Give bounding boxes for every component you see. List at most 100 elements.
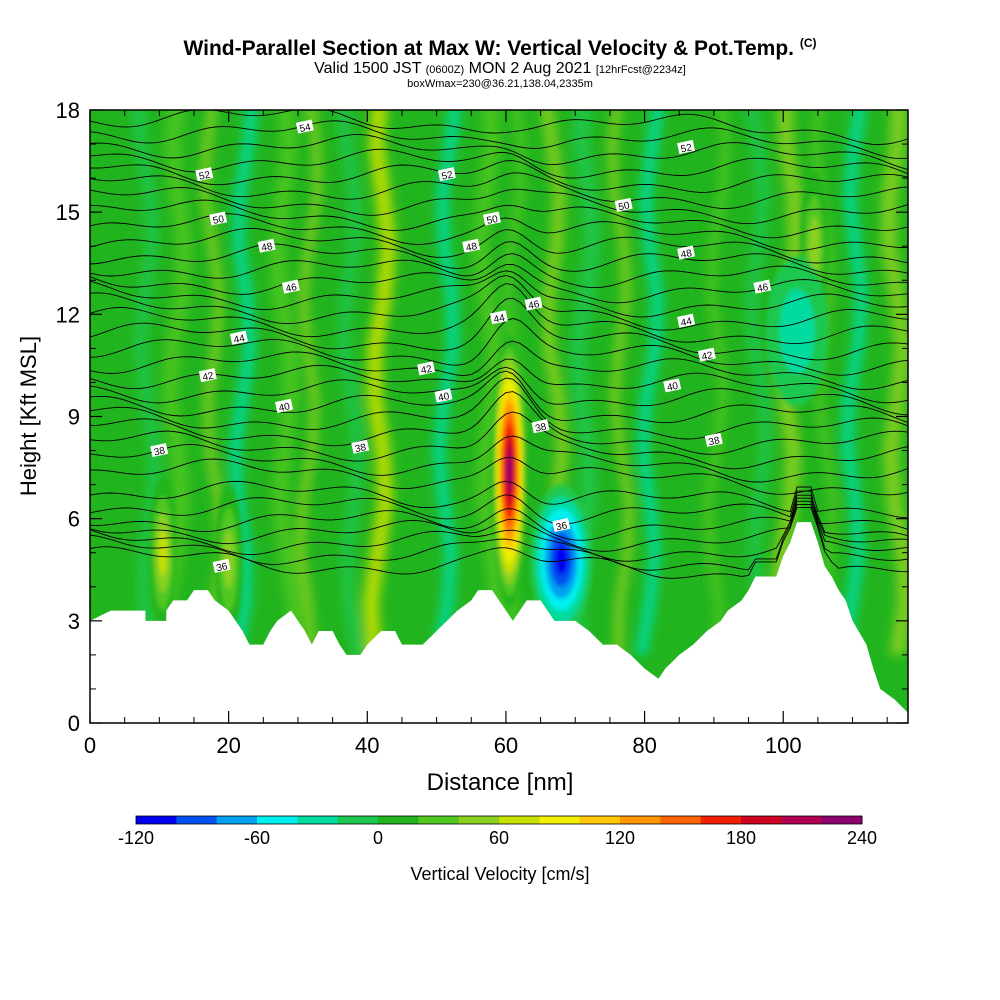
colorbar-bin: [257, 816, 298, 824]
contour-label-text: 44: [493, 313, 507, 326]
updraft-core-2: [214, 484, 243, 635]
theta-line-42: [90, 340, 908, 390]
contour-label: 48: [257, 238, 276, 254]
theta-line-46: [90, 270, 908, 318]
velocity-stripe: [540, 110, 571, 655]
colorbar-bin: [216, 816, 258, 824]
contour-label: 48: [462, 238, 481, 254]
theta-line-54: [90, 110, 908, 145]
downdraft-core-1: [779, 289, 815, 374]
velocity-stripe: [770, 110, 804, 655]
theta-line-40: [90, 370, 908, 424]
colorbar-bin: [620, 816, 661, 824]
updraft-core-0: [491, 334, 528, 608]
colorbar-tick-label: -60: [244, 828, 270, 848]
contour-label: 50: [614, 197, 633, 213]
theta-line-36: [90, 500, 908, 562]
contour-label-text: 46: [285, 282, 299, 295]
contour-label-box: [552, 517, 571, 533]
contour-label-box: [212, 558, 231, 573]
updraft-core-0: [501, 412, 518, 530]
colorbar-bin: [539, 816, 581, 824]
theta-line-38: [90, 377, 908, 440]
contour-label-box: [229, 330, 248, 345]
y-tick-label: 18: [56, 98, 80, 123]
updraft-core-0: [498, 390, 521, 552]
contour-label-box: [295, 119, 314, 134]
y-tick-label: 3: [68, 609, 80, 634]
contour-label-box: [351, 439, 370, 454]
theta-line-36: [90, 503, 908, 571]
contour-label: 40: [434, 388, 453, 404]
theta-line-54: [90, 120, 908, 160]
theta-line-42: [90, 358, 908, 404]
theta-line-46: [90, 263, 908, 304]
terrain-mask: [90, 522, 908, 723]
velocity-stripe: [703, 110, 731, 655]
theta-line-36: [90, 480, 908, 519]
theta-line-36: [90, 490, 908, 530]
colorbar-bin: [418, 816, 460, 824]
theta-line-38: [90, 391, 908, 455]
theta-line-48: [90, 227, 908, 264]
contour-label: 46: [281, 279, 300, 295]
colorbar-bin: [136, 816, 177, 824]
colorbar-bin: [700, 816, 742, 824]
contour-label-text: 48: [260, 241, 274, 254]
theta-line-48: [90, 213, 908, 252]
contour-label-box: [275, 398, 293, 413]
contour-label: 42: [697, 347, 716, 363]
theta-line-36: [90, 506, 908, 579]
velocity-stripe: [268, 110, 303, 655]
colorbar-bin: [781, 816, 823, 824]
contour-label: 48: [677, 245, 696, 261]
contour-label-box: [195, 167, 214, 182]
x-tick-label: 20: [216, 733, 240, 758]
colorbar-tick-label: 0: [373, 828, 383, 848]
theta-line-36: [90, 494, 908, 541]
y-axis-label: Height [Kft MSL]: [16, 336, 41, 496]
colorbar-bin: [337, 816, 379, 824]
updraft-core-3: [800, 171, 829, 322]
updraft-core-1: [158, 530, 167, 576]
colorbar-tick-label: 120: [605, 828, 635, 848]
contour-label-text: 38: [354, 442, 368, 455]
colorbar-bin: [821, 816, 863, 824]
x-tick-label: 80: [632, 733, 656, 758]
y-tick-label: 6: [68, 507, 80, 532]
contour-labels: 54 52 52 52 50 50 50 48 48 48 46 46 46 44 44 44 42 42 42 40…: [150, 119, 772, 574]
updraft-core-0: [492, 345, 526, 597]
theta-line-44: [90, 297, 908, 361]
updraft-core-0: [507, 456, 512, 486]
contour-label-text: 40: [278, 401, 292, 414]
velocity-stripe: [200, 110, 227, 655]
contour-label: 46: [524, 296, 543, 312]
y-tick-label: 0: [68, 711, 80, 736]
contour-label-text: 48: [680, 248, 694, 261]
updraft-core-3: [804, 194, 825, 299]
updraft-core-1: [148, 477, 177, 628]
colorbar-tick-label: -120: [118, 828, 154, 848]
contour-label: 44: [489, 310, 508, 326]
valid-time: Valid 1500 JST: [314, 60, 422, 77]
plot-frame: [89, 109, 909, 724]
contour-label-text: 42: [202, 370, 216, 383]
downdraft-core-1: [765, 256, 829, 407]
contour-label-box: [434, 388, 453, 403]
velocity-stripe: [500, 110, 526, 655]
theta-contours: [90, 110, 908, 579]
contour-label-box: [677, 313, 696, 328]
contour-label-text: 52: [198, 170, 212, 183]
velocity-stripe: [432, 110, 462, 655]
colorbar-bin: [579, 816, 621, 824]
x-tick-label: 60: [494, 733, 518, 758]
updraft-core-2: [223, 530, 235, 590]
theta-line-50: [90, 172, 908, 209]
contour-label-text: 50: [486, 214, 500, 227]
velocity-stripe: [676, 110, 710, 655]
forecast-info: [12hrFcst@2234z]: [595, 64, 686, 76]
x-tick-label: 0: [84, 733, 96, 758]
contour-label-text: 36: [215, 561, 229, 574]
contour-label-text: 38: [708, 435, 722, 448]
contour-label-text: 50: [212, 214, 226, 227]
